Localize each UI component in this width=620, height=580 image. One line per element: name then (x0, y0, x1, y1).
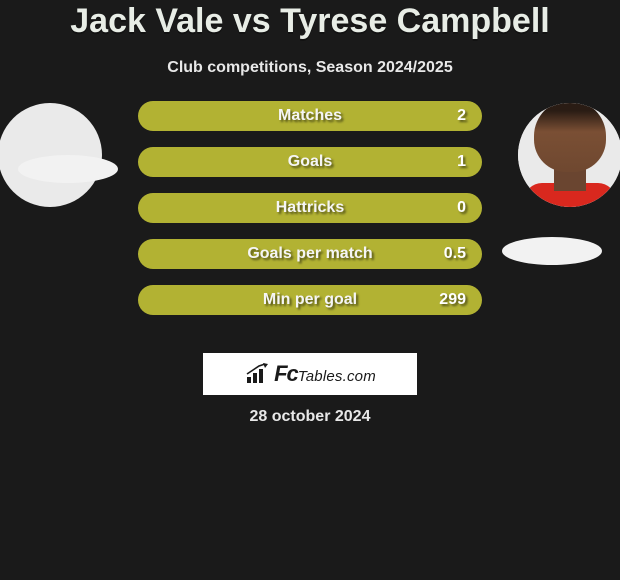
bar-label: Hattricks (138, 193, 482, 223)
avatar-right-head (534, 103, 606, 172)
bar-matches: Matches 2 (138, 101, 482, 131)
date-label: 28 october 2024 (0, 408, 620, 426)
stat-bars: Matches 2 Goals 1 Hattricks 0 Goals per … (138, 101, 482, 331)
comparison-card: Jack Vale vs Tyrese Campbell Club compet… (0, 0, 620, 580)
fctables-fc: Fc (274, 361, 298, 387)
bar-value: 1 (457, 147, 466, 177)
fctables-logo-icon (244, 363, 272, 385)
bar-min-per-goal: Min per goal 299 (138, 285, 482, 315)
bar-goals-per-match: Goals per match 0.5 (138, 239, 482, 269)
subtitle: Club competitions, Season 2024/2025 (0, 59, 620, 77)
bar-label: Goals per match (138, 239, 482, 269)
avatar-right (518, 103, 620, 207)
bar-hattricks: Hattricks 0 (138, 193, 482, 223)
bar-label: Matches (138, 101, 482, 131)
bar-value: 299 (439, 285, 466, 315)
bar-label: Goals (138, 147, 482, 177)
bar-label: Min per goal (138, 285, 482, 315)
comparison-core: Matches 2 Goals 1 Hattricks 0 Goals per … (0, 111, 620, 341)
bar-value: 2 (457, 101, 466, 131)
fctables-watermark: Fc Tables.com (203, 353, 417, 395)
name-lozenge-right (502, 237, 602, 265)
name-lozenge-left (18, 155, 118, 183)
bar-goals: Goals 1 (138, 147, 482, 177)
avatar-right-clip (518, 103, 620, 207)
page-title: Jack Vale vs Tyrese Campbell (0, 0, 620, 41)
bar-value: 0 (457, 193, 466, 223)
bar-value: 0.5 (444, 239, 466, 269)
fctables-ables: Tables.com (298, 368, 376, 385)
fctables-text: Fc Tables.com (274, 361, 376, 387)
